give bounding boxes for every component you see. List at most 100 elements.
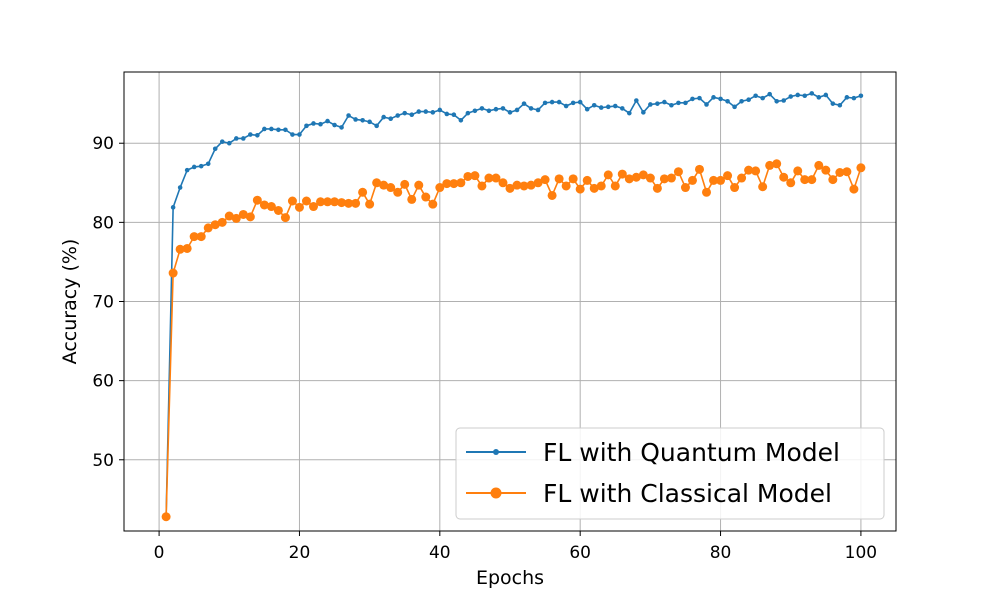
data-point: [765, 160, 775, 170]
data-point: [669, 102, 674, 108]
data-point: [442, 179, 452, 189]
data-point: [645, 173, 655, 183]
data-point: [402, 110, 408, 116]
series-line: [165, 92, 862, 517]
data-point: [259, 200, 269, 210]
data-point: [421, 192, 431, 202]
data-point: [758, 182, 768, 192]
data-point: [388, 116, 393, 121]
data-point: [170, 205, 176, 210]
data-point: [463, 171, 473, 181]
data-point: [395, 113, 401, 118]
data-point: [316, 197, 326, 207]
data-point: [702, 187, 712, 197]
data-point: [631, 172, 641, 182]
data-point: [709, 175, 719, 185]
data-point: [802, 93, 808, 99]
data-point: [605, 104, 611, 110]
x-tick-label: 100: [845, 543, 877, 563]
data-point: [507, 110, 513, 115]
data-point: [339, 125, 344, 130]
legend-marker-classical: [490, 487, 502, 499]
legend: FL with Quantum Model FL with Classical …: [455, 427, 885, 520]
data-point: [325, 118, 330, 124]
x-axis-label: Epochs: [476, 567, 544, 589]
data-point: [655, 101, 660, 106]
data-point: [725, 98, 730, 104]
data-point: [570, 100, 576, 106]
data-point: [687, 175, 697, 185]
data-point: [793, 166, 803, 176]
data-point: [596, 181, 606, 191]
data-point: [641, 110, 646, 115]
data-point: [648, 102, 653, 107]
data-point: [786, 178, 796, 188]
data-point: [772, 159, 782, 169]
data-point: [849, 184, 859, 194]
data-point: [182, 243, 192, 253]
data-point: [189, 232, 199, 242]
data-point: [732, 104, 737, 110]
data-point: [177, 185, 183, 190]
data-point: [619, 106, 625, 111]
data-point: [486, 108, 492, 114]
data-point: [184, 167, 190, 173]
data-point: [472, 108, 478, 114]
data-point: [737, 173, 747, 183]
data-point: [400, 179, 410, 189]
data-point: [612, 103, 618, 109]
data-point: [779, 172, 789, 182]
data-point: [844, 95, 850, 100]
data-point: [332, 122, 337, 128]
data-point: [353, 117, 358, 122]
data-point: [753, 93, 758, 99]
data-point: [212, 146, 218, 152]
data-point: [659, 174, 669, 184]
data-point: [760, 95, 765, 101]
data-point: [830, 101, 836, 106]
data-point: [540, 175, 550, 185]
data-point: [809, 91, 815, 96]
data-point: [828, 175, 838, 185]
data-point: [358, 187, 368, 197]
data-point: [479, 106, 485, 111]
data-point: [730, 183, 740, 193]
data-point: [161, 512, 171, 522]
data-point: [196, 232, 206, 242]
data-point: [318, 121, 323, 127]
data-point: [526, 180, 536, 190]
data-point: [568, 174, 578, 184]
y-axis-label: Accuracy (%): [59, 239, 81, 365]
data-point: [262, 126, 267, 132]
data-point: [323, 197, 333, 207]
data-point: [744, 165, 754, 175]
data-point: [409, 112, 415, 118]
data-point: [168, 268, 178, 278]
data-point: [191, 164, 197, 170]
data-point: [823, 92, 829, 98]
data-point: [751, 166, 761, 176]
gridlines: [124, 72, 896, 531]
data-point: [437, 107, 443, 113]
x-tick-label: 80: [710, 543, 732, 563]
data-point: [851, 95, 857, 101]
data-point: [711, 95, 716, 100]
data-point: [252, 195, 262, 205]
data-point: [449, 179, 459, 189]
data-point: [294, 202, 304, 212]
data-point: [435, 183, 445, 193]
data-point: [241, 136, 246, 141]
data-point: [346, 113, 351, 118]
data-point: [666, 173, 676, 183]
y-tick-label: 60: [92, 372, 114, 392]
data-point: [351, 198, 361, 208]
data-point: [697, 95, 702, 101]
data-point: [603, 170, 613, 180]
data-point: [414, 180, 424, 190]
data-point: [781, 98, 787, 103]
data-point: [280, 213, 290, 223]
data-point: [428, 199, 438, 209]
data-point: [290, 132, 295, 137]
data-point: [591, 102, 597, 108]
data-point: [423, 109, 429, 114]
